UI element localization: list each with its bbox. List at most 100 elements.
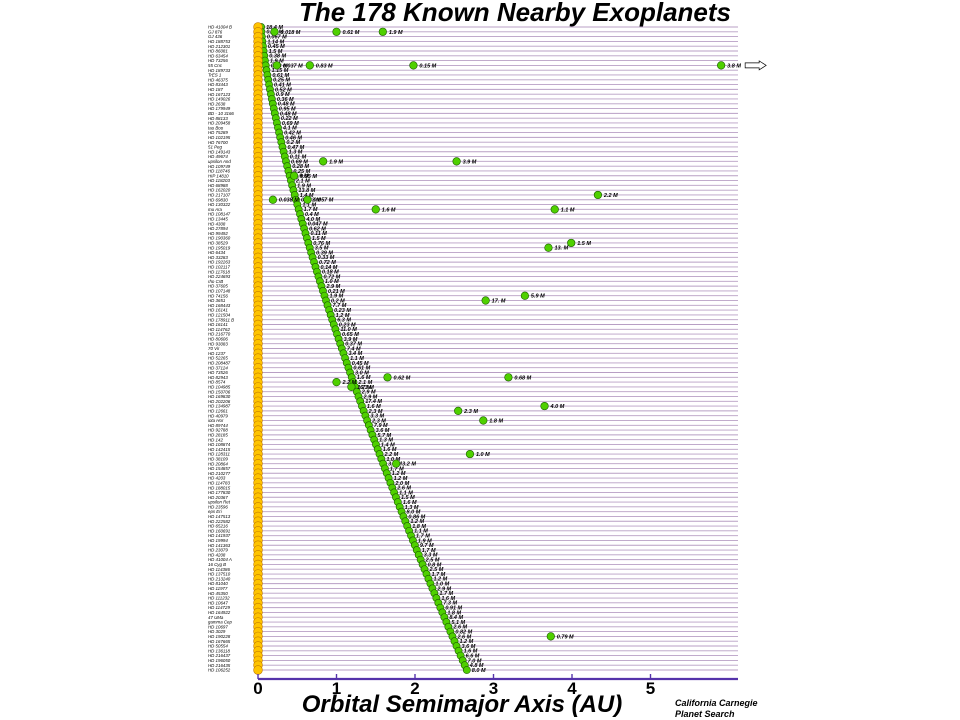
planet-mass-label: 1.8 M <box>412 524 426 530</box>
star-name: HD 108147 <box>208 212 231 217</box>
star-name: HD 38529 <box>208 241 228 246</box>
star-name: HD 69830 <box>208 197 228 202</box>
star-name: HD 111232 <box>208 596 230 601</box>
star-name: HD 99492 <box>208 231 228 236</box>
planet-mass-label: 0.11 M <box>310 231 327 237</box>
star-name: HD 177830 <box>208 490 231 495</box>
row-grid-lines <box>258 26 738 671</box>
planet-mass-label: 1.0 M <box>325 279 339 285</box>
star-name: HD 196050 <box>208 658 231 663</box>
outer-planet-label: 3.2 M <box>402 462 416 468</box>
planet-mass-label: 0.25 M <box>273 78 290 84</box>
star-name: HD 37124 <box>208 365 228 370</box>
planet-mass-label: 1.15 M <box>272 68 289 74</box>
outer-planet-label: 0.018 M <box>280 30 300 36</box>
planet-mass-label: 7.0 M <box>468 658 482 664</box>
star-name: HD 216770 <box>208 332 231 337</box>
star-name: 16 Cyg B <box>208 562 226 567</box>
outer-planet-label: 3.9 M <box>463 159 477 165</box>
planet-mass-label: 0.23 M <box>334 308 351 314</box>
planet-mass-label: 0.61 M <box>353 366 370 372</box>
outer-planet-label: 2.2 M <box>603 193 618 199</box>
outer-planet-marker <box>332 377 341 387</box>
planet-mass-label: 0.47 M <box>287 145 304 151</box>
planet-mass-label: 1.5 M <box>401 495 415 501</box>
star-name: HD 16141 <box>208 322 228 327</box>
star-name: HD 28185 <box>208 432 228 437</box>
star-name: HD 63454 <box>208 53 228 58</box>
outer-planet-label: 13. M <box>554 246 568 252</box>
star-name: HD 162020 <box>208 188 231 193</box>
outer-planet-marker <box>567 238 576 248</box>
planet-mass-label: 17.4 M <box>365 399 382 405</box>
star-name: HD 147513 <box>208 514 231 519</box>
outer-planet-label: 0.62 M <box>394 375 411 381</box>
star-name: HD 208487 <box>208 360 231 365</box>
planet-mass-label: 4.1 M <box>282 126 297 132</box>
star-name: HD 168443 <box>208 303 231 308</box>
planet-mass-label: 1.3 M <box>405 505 419 511</box>
star-name: HD 75289 <box>208 130 228 135</box>
star-name: HD 150706 <box>208 389 231 394</box>
planet-mass-label: 1.9 M <box>418 538 432 544</box>
planet-mass-label: 3.9 M <box>295 174 309 180</box>
planet-mass-label: 4.0 M <box>305 217 320 223</box>
planet-mass-label: 0.25 M <box>293 169 310 175</box>
star-name: HD 20864 <box>208 461 228 466</box>
planet-mass-label: 3.6 M <box>376 428 390 434</box>
planet-mass-label: 2.9 M <box>361 390 376 396</box>
star-name: HD 93083 <box>208 341 228 346</box>
planet-mass-label: 5.7 M <box>377 433 391 439</box>
planet-mass-label: 1.2 M <box>410 519 424 525</box>
star-name: GJ 876 <box>208 29 223 34</box>
star-name: HD 169830 <box>208 394 231 399</box>
planet-mass-label: 0.2 M <box>286 140 300 146</box>
star-name: HD 190228 <box>208 634 231 639</box>
star-name: HD 222582 <box>208 519 231 524</box>
x-tick-label: 2 <box>410 679 419 698</box>
outer-planet-label: 3.8 M <box>727 63 741 69</box>
planet-mass-label: 1.7 M <box>390 466 404 472</box>
star-name: BD - 10 3166 <box>208 111 234 116</box>
planet-mass-label: 0.52 M <box>275 87 292 93</box>
star-name: HD 23079 <box>208 548 228 553</box>
star-name: upsilon Ret <box>208 500 231 505</box>
outer-planet-marker <box>332 27 341 36</box>
planet-mass-label: 1.8 M <box>447 610 461 616</box>
planet-mass-label: 1.1 M <box>414 529 428 535</box>
star-name: upsilon And <box>208 159 231 164</box>
planet-mass-label: 7.3 M <box>443 601 457 607</box>
star-name: HD 195019 <box>208 245 231 250</box>
planet-marker <box>462 666 471 674</box>
star-name: HD 27894 <box>208 226 228 231</box>
outer-planet-label: 2.3 M <box>463 409 478 415</box>
planet-mass-label: 2.1 M <box>295 178 310 184</box>
star-name: HD 10697 <box>208 624 228 629</box>
planet-mass-label: 0.72 M <box>323 274 340 280</box>
outer-planet-marker <box>270 27 279 36</box>
outer-planet-label: 17. M <box>492 299 506 305</box>
star-name: HD 190360 <box>208 236 231 241</box>
star-name: HD 10647 <box>208 600 228 605</box>
x-axis-label: Orbital Semimajor Axis (AU) <box>302 691 623 718</box>
outer-planet-marker <box>504 373 513 382</box>
outer-planet-label: 0.038 M <box>279 198 299 204</box>
star-name: HD 114783 <box>208 480 230 485</box>
outer-planet-marker <box>383 373 392 382</box>
star-name: mu Ara <box>208 207 223 212</box>
outer-planet-marker <box>409 61 418 70</box>
planet-mass-label: 3.9 M <box>344 337 358 343</box>
star-name: HD 107148 <box>208 289 231 294</box>
star-name: HD 38109 <box>208 456 228 461</box>
planet-mass-label: 2.0 M <box>394 481 409 487</box>
off-scale-arrow <box>744 60 767 71</box>
outer-planet-label: 1.5 M <box>577 241 591 247</box>
star-name: HD 149143 <box>208 149 231 154</box>
planet-mass-label: 0.37 M <box>345 342 362 348</box>
planet-mass-label: 0.48 M <box>278 102 295 108</box>
outer-planet-marker <box>303 195 312 204</box>
planet-mass-label: 3.4 M <box>348 351 362 357</box>
planet-mass-label: 6.6 M <box>466 654 480 660</box>
star-name: HD 188753 <box>208 39 231 44</box>
outer-planet-label: 4.0 M <box>550 404 565 410</box>
